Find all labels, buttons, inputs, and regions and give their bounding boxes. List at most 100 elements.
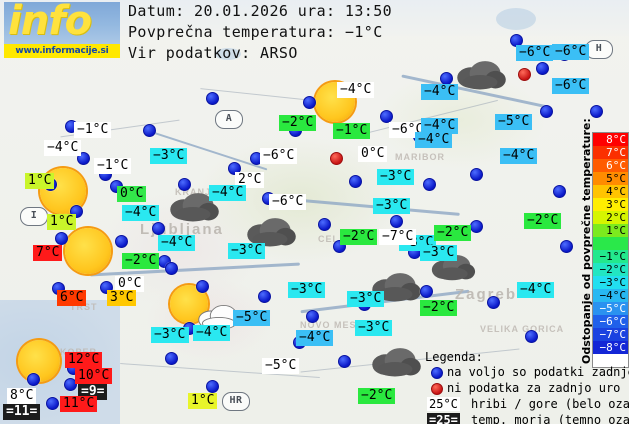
temperature-label: −4°C [209, 185, 247, 201]
temperature-label: −3°C [420, 245, 458, 261]
temperature-label: 10°C [75, 368, 113, 384]
station-dot[interactable] [46, 397, 59, 410]
scale-color-bar: 8°C 7°C 6°C 5°C 4°C 3°C 2°C 1°C −1°C −2°C −3°C −4°C… [592, 132, 629, 368]
scale-row: 4°C [593, 185, 628, 198]
city-label: KRANJ [175, 187, 212, 197]
station-dot[interactable] [152, 222, 165, 235]
station-dot[interactable] [338, 355, 351, 368]
legend-available-text: na voljo so podatki zadnje ure [447, 365, 629, 379]
temperature-label: −7°C [379, 229, 417, 245]
station-dot[interactable] [178, 178, 191, 191]
temperature-label: −1°C [74, 122, 112, 138]
station-dot[interactable] [470, 168, 483, 181]
station-dot[interactable] [27, 373, 40, 386]
station-dot[interactable] [470, 220, 483, 233]
station-dot[interactable] [590, 105, 603, 118]
scale-row: −6°C [593, 315, 628, 328]
cloud-icon [370, 345, 422, 377]
temperature-label: −3°C [373, 198, 411, 214]
temperature-label: −2°C [358, 388, 396, 404]
temperature-label: −3°C [151, 327, 189, 343]
station-dot[interactable] [423, 178, 436, 191]
station-dot[interactable] [420, 285, 433, 298]
station-dot[interactable] [64, 378, 77, 391]
temperature-deviation-scale: Odstopanje od povprečne temperature: 8°C… [565, 118, 629, 368]
temperature-label: −6°C [516, 45, 554, 61]
temperature-label: 1°C [47, 214, 77, 230]
station-dot-nodata[interactable] [518, 68, 531, 81]
lake-balaton [496, 8, 536, 30]
station-dot[interactable] [525, 330, 538, 343]
legend-row-missing: ni podatka za zadnjo uro [425, 380, 629, 396]
station-dot[interactable] [380, 110, 393, 123]
temperature-label: −3°C [228, 243, 266, 259]
cloud-icon [168, 190, 220, 222]
legend-missing-text: ni podatka za zadnjo uro [447, 381, 621, 395]
temperature-label: −4°C [296, 330, 334, 346]
cloud-icon [455, 58, 507, 90]
station-dot[interactable] [303, 96, 316, 109]
station-dot[interactable] [258, 290, 271, 303]
temperature-label: 0°C [115, 276, 145, 292]
sea-temperature-label: =11= [3, 404, 41, 420]
header-data-source: Vir podatkov: ARSO [128, 44, 298, 62]
station-dot[interactable] [560, 240, 573, 253]
scale-row: 1°C [593, 224, 628, 237]
city-label: VELIKA GORICA [480, 324, 565, 334]
temperature-label: −3°C [377, 169, 415, 185]
station-dot[interactable] [540, 105, 553, 118]
legend-sea-text: temp. morja (temno ozadje) [471, 413, 629, 424]
legend-mountain-chip: 25°C [427, 397, 460, 411]
scale-row: 6°C [593, 159, 628, 172]
station-dot[interactable] [196, 280, 209, 293]
temperature-label: −2°C [122, 253, 160, 269]
scale-row: 8°C [593, 133, 628, 146]
station-dot[interactable] [165, 262, 178, 275]
temperature-label: 3°C [107, 290, 137, 306]
station-dot[interactable] [206, 92, 219, 105]
cloud-icon [430, 252, 476, 281]
site-logo[interactable]: info www.informacije.si [4, 2, 120, 58]
scale-row: −8°C [593, 341, 628, 354]
temperature-label: −4°C [193, 325, 231, 341]
temperature-label: −2°C [279, 115, 317, 131]
station-dot[interactable] [390, 215, 403, 228]
country-tag: HR [222, 392, 250, 411]
scale-row: 3°C [593, 198, 628, 211]
city-label: MARIBOR [395, 152, 445, 162]
station-dot[interactable] [487, 296, 500, 309]
temperature-label: −3°C [288, 282, 326, 298]
station-dot[interactable] [55, 232, 68, 245]
station-dot-nodata[interactable] [330, 152, 343, 165]
station-dot[interactable] [318, 218, 331, 231]
temperature-label: −1°C [94, 158, 132, 174]
scale-row: −1°C [593, 250, 628, 263]
station-dot[interactable] [206, 380, 219, 393]
station-dot[interactable] [143, 124, 156, 137]
temperature-label: −4°C [421, 84, 459, 100]
station-dot[interactable] [306, 310, 319, 323]
temperature-label: 1°C [25, 173, 55, 189]
temperature-label: −2°C [434, 225, 472, 241]
station-dot[interactable] [349, 175, 362, 188]
red-dot-icon [431, 383, 443, 395]
scale-row: 7°C [593, 146, 628, 159]
temperature-label: −2°C [524, 213, 562, 229]
station-dot[interactable] [553, 185, 566, 198]
temperature-label: −4°C [517, 282, 555, 298]
temperature-label: −4°C [122, 205, 160, 221]
station-dot[interactable] [115, 235, 128, 248]
temperature-label: −4°C [500, 148, 538, 164]
station-dot[interactable] [165, 352, 178, 365]
temperature-label: −5°C [262, 358, 300, 374]
temperature-label: 1°C [188, 393, 218, 409]
blue-dot-icon [431, 367, 443, 379]
scale-row: 5°C [593, 172, 628, 185]
station-dot[interactable] [228, 162, 241, 175]
temperature-label: −4°C [158, 235, 196, 251]
sun-icon [65, 228, 111, 274]
scale-row: 2°C [593, 211, 628, 224]
station-dot[interactable] [536, 62, 549, 75]
cloud-icon [370, 270, 422, 302]
